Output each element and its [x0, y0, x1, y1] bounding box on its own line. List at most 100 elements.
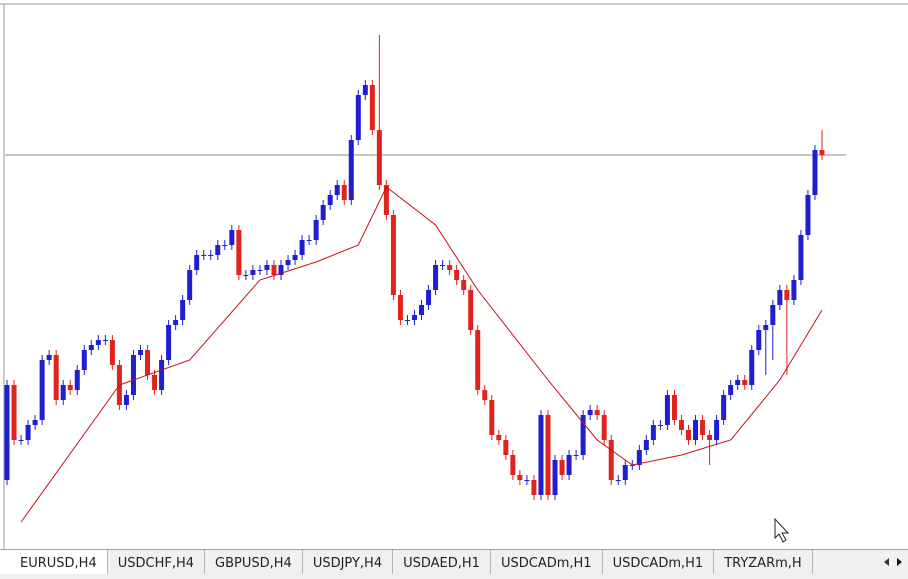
candle-body	[243, 275, 249, 276]
candle-body	[60, 385, 66, 400]
candle-body	[819, 150, 825, 155]
candle-body	[299, 240, 305, 255]
candle-body	[109, 340, 115, 365]
candle-body	[545, 415, 551, 495]
symbol-tab[interactable]: EURUSD,H4	[0, 550, 108, 574]
candle-body	[601, 415, 607, 440]
arrow-right[interactable]	[897, 558, 902, 566]
candle-body	[264, 265, 270, 270]
candle-body	[130, 355, 136, 395]
candle-body	[538, 415, 544, 495]
candle-body	[412, 315, 417, 320]
candle-body	[187, 270, 193, 300]
candle-body	[524, 480, 530, 481]
candle-body	[194, 255, 200, 270]
candle-body	[482, 390, 488, 400]
candle-body	[95, 340, 101, 345]
chart	[0, 0, 908, 549]
symbol-tab[interactable]: USDJPY,H4	[303, 550, 394, 574]
candle-body	[348, 140, 354, 200]
candle-body	[278, 265, 284, 275]
candle-body	[454, 270, 460, 280]
candle-body	[735, 380, 741, 385]
candle-body	[608, 440, 614, 480]
symbol-tab[interactable]: USDCHF,H4	[108, 550, 206, 574]
symbol-tab[interactable]: TRYZARm,H	[714, 550, 813, 574]
candle-body	[46, 355, 52, 360]
candle-body	[580, 415, 586, 455]
candle-body	[517, 475, 523, 480]
candle-body	[721, 395, 727, 420]
candle-body	[292, 255, 298, 260]
candle-body	[749, 350, 755, 385]
candle-body	[362, 85, 368, 95]
candle-body	[67, 385, 73, 390]
tab-scroll-arrows[interactable]	[878, 550, 908, 578]
moving-average	[20, 186, 823, 523]
candle-body	[32, 420, 38, 425]
candle-body	[215, 245, 221, 255]
candle-body	[763, 325, 769, 330]
candle-body	[707, 435, 713, 440]
candle-body	[404, 320, 410, 321]
candle-body	[166, 325, 172, 360]
candle-body	[145, 350, 151, 375]
candle-body	[229, 230, 235, 245]
candle-body	[657, 425, 663, 426]
candle-body	[489, 400, 495, 435]
candle-body	[25, 425, 31, 440]
candle-body	[664, 395, 670, 425]
candle-body	[798, 235, 804, 280]
candle-body	[152, 375, 158, 390]
candle-body	[285, 260, 291, 265]
candle-body	[327, 195, 333, 205]
chart-background	[0, 0, 908, 549]
candle-body	[784, 290, 790, 300]
candle-body	[201, 255, 207, 256]
symbol-tab[interactable]: GBPUSD,H4	[205, 550, 303, 574]
candle-body	[320, 205, 326, 220]
candle-body	[53, 355, 59, 400]
candle-body	[573, 455, 579, 456]
candle-body	[678, 420, 684, 430]
candle-body	[11, 385, 17, 440]
candle-body	[250, 270, 256, 275]
candle-body	[671, 395, 677, 420]
candle-body	[159, 360, 165, 390]
candle-body	[594, 410, 600, 415]
candle-body	[559, 460, 565, 475]
candle-body	[433, 265, 439, 290]
candle-body	[341, 185, 347, 200]
candle-body	[447, 265, 453, 270]
candle-body	[791, 280, 797, 300]
candle-body	[102, 340, 108, 341]
candle-body	[440, 265, 446, 266]
candle-body	[18, 440, 24, 441]
candle-body	[812, 150, 818, 195]
symbol-tab[interactable]: USDCADm,H1	[603, 550, 715, 574]
candle-body	[770, 305, 776, 325]
candle-body	[208, 255, 214, 256]
candle-body	[756, 330, 762, 350]
symbol-tab[interactable]: USDCADm,H1	[491, 550, 603, 574]
candle-body	[552, 460, 558, 495]
candle-body	[419, 305, 425, 315]
candle-body	[475, 330, 481, 390]
candle-body	[728, 385, 734, 395]
symbol-tab[interactable]: USDAED,H1	[393, 550, 491, 574]
candle-body	[636, 450, 642, 465]
candle-body	[383, 185, 389, 215]
candle-body	[643, 440, 649, 450]
candle-body	[257, 270, 263, 271]
candle-body	[88, 345, 94, 350]
candle-body	[650, 425, 656, 440]
tab-bar: EURUSD,H4 USDCHF,H4 GBPUSD,H4 USDJPY,H4 USDA…	[0, 549, 908, 579]
arrow-left[interactable]	[884, 558, 889, 566]
candle-body	[355, 95, 361, 140]
candle-body	[376, 130, 382, 185]
candle-body	[714, 420, 720, 440]
candle-body	[271, 265, 277, 275]
candle-body	[742, 380, 748, 385]
candle-body	[4, 385, 10, 480]
